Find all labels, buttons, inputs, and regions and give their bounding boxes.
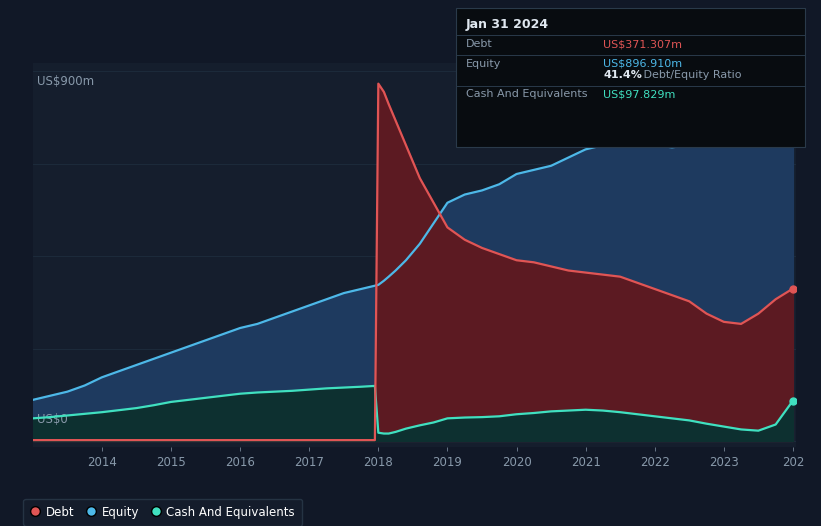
Text: US$0: US$0 [37, 413, 67, 426]
Text: Debt/Equity Ratio: Debt/Equity Ratio [640, 70, 742, 80]
Text: US$900m: US$900m [37, 75, 94, 88]
Text: Debt: Debt [466, 39, 493, 49]
Text: 41.4%: 41.4% [603, 70, 642, 80]
Text: Cash And Equivalents: Cash And Equivalents [466, 89, 587, 99]
Text: US$371.307m: US$371.307m [603, 39, 682, 49]
Text: US$97.829m: US$97.829m [603, 89, 676, 99]
Text: US$896.910m: US$896.910m [603, 59, 682, 69]
Legend: Debt, Equity, Cash And Equivalents: Debt, Equity, Cash And Equivalents [24, 499, 302, 525]
Text: Jan 31 2024: Jan 31 2024 [466, 18, 548, 31]
Text: Equity: Equity [466, 59, 501, 69]
